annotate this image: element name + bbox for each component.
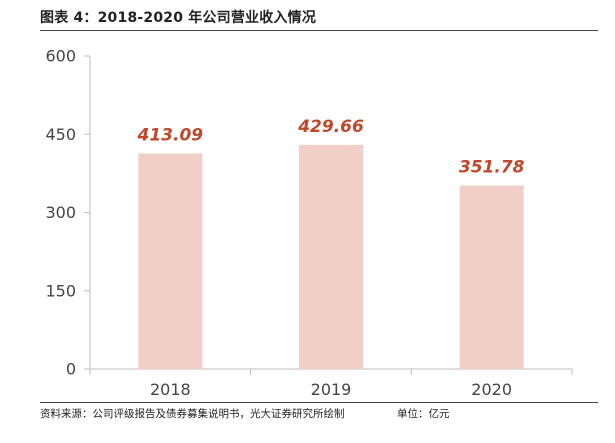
- y-tick-label: 0: [66, 360, 76, 379]
- title-divider: [40, 30, 598, 31]
- data-label-2018: 413.09: [137, 126, 204, 146]
- data-labels: 413.09 429.66 351.78: [137, 117, 525, 178]
- y-tick-label: 150: [45, 281, 76, 300]
- x-axis: 2018 2019 2020: [89, 368, 573, 399]
- y-axis: 0 150 300 450 600: [45, 47, 91, 379]
- source-note: 资料来源：公司评级报告及债券募集说明书，光大证券研究所绘制: [40, 408, 345, 420]
- data-label-2020: 351.78: [459, 157, 525, 177]
- x-tick-label-2020: 2020: [471, 380, 512, 399]
- y-tick-label: 600: [45, 47, 76, 66]
- y-tick-label: 450: [45, 125, 76, 144]
- footer-divider: [40, 402, 598, 403]
- bar-2020: [459, 185, 524, 369]
- x-tick-label-2019: 2019: [311, 380, 352, 399]
- y-tick-label: 300: [45, 203, 76, 222]
- figure-title: 图表 4：2018-2020 年公司营业收入情况: [40, 10, 317, 26]
- unit-note: 单位：亿元: [397, 408, 450, 420]
- bars: [138, 144, 524, 369]
- bar-2018: [138, 153, 203, 369]
- x-tick-label-2018: 2018: [150, 380, 191, 399]
- data-label-2019: 429.66: [297, 117, 364, 137]
- bar-2019: [299, 144, 363, 369]
